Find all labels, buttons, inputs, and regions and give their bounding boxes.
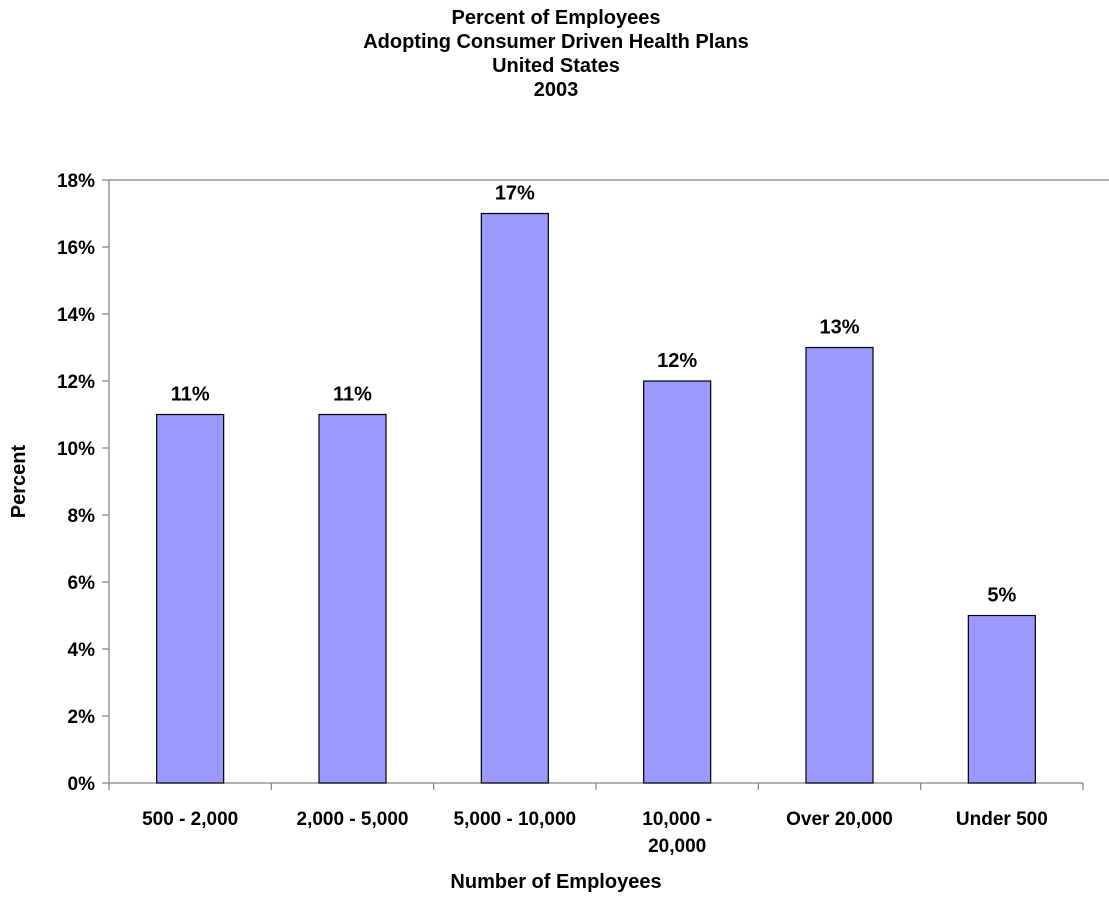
y-tick-label: 10% <box>57 439 95 460</box>
y-tick-label: 8% <box>68 506 96 527</box>
chart-title-line: Percent of Employees <box>452 7 661 29</box>
y-tick-label: 12% <box>57 372 95 393</box>
y-tick-label: 14% <box>57 305 95 326</box>
y-tick-label: 18% <box>57 171 95 192</box>
x-tick-label: 5,000 - 10,000 <box>454 809 577 830</box>
bar <box>643 380 712 784</box>
data-label: 13% <box>819 317 859 339</box>
chart-title-line: Adopting Consumer Driven Health Plans <box>363 31 749 53</box>
y-tick-label: 6% <box>68 573 96 594</box>
bar <box>318 413 387 784</box>
chart-data-labels: 11% 11% 17% 12% 13% 5% <box>171 183 1017 607</box>
x-tick-label: 500 - 2,000 <box>142 809 238 830</box>
y-tick-label: 0% <box>68 774 96 795</box>
data-label: 11% <box>171 384 210 406</box>
chart-bars <box>156 212 1036 784</box>
x-tick-label: Over 20,000 <box>786 809 893 830</box>
chart-title-line: United States <box>492 55 620 77</box>
x-tick-label: Under 500 <box>956 809 1048 830</box>
chart-title-line: 2003 <box>534 79 579 101</box>
bar <box>805 346 874 784</box>
data-label: 5% <box>987 585 1016 607</box>
data-label: 12% <box>657 350 697 372</box>
x-tick-label: 20,000 <box>648 836 706 857</box>
data-label: 17% <box>495 183 535 205</box>
data-label: 11% <box>333 384 372 406</box>
x-tick-label: 10,000 - <box>642 809 712 830</box>
y-axis-label: Percent <box>8 444 30 518</box>
bar <box>156 413 225 784</box>
y-tick-label: 2% <box>68 707 96 728</box>
bar <box>967 614 1036 784</box>
bar <box>480 212 549 784</box>
x-tick-label: 2,000 - 5,000 <box>297 809 409 830</box>
y-tick-label: 4% <box>68 640 96 661</box>
chart-axes: 0% 2% 4% 6% 8% 10% 12% 14% 16% 18% 500 - 2,000 2,00… <box>8 171 1109 893</box>
x-axis-label: Number of Employees <box>450 871 661 893</box>
y-tick-label: 16% <box>57 238 95 259</box>
